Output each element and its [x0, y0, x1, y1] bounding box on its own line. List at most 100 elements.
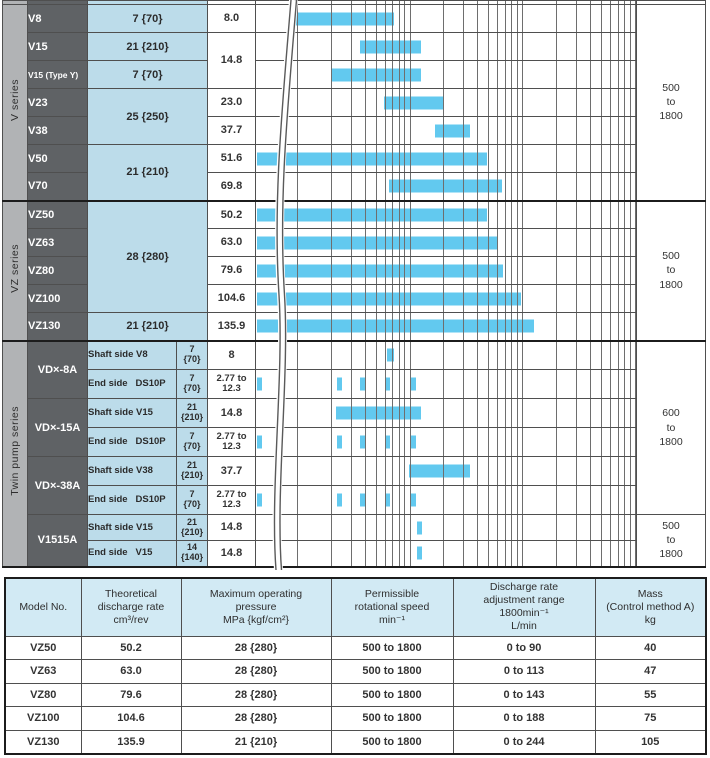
gridline: [296, 342, 298, 369]
gridline: [404, 457, 406, 485]
gridline: [601, 370, 603, 398]
gridline: [330, 1, 332, 4]
gridline: [443, 229, 445, 256]
gridline: [375, 541, 377, 566]
gridline: [576, 257, 578, 284]
gridline: [398, 486, 400, 514]
value-cell: 135.9: [207, 312, 256, 341]
gridline: [384, 117, 386, 144]
gridline: [629, 370, 631, 398]
gridline: [504, 117, 506, 144]
gridline: [364, 61, 366, 88]
gridline: [384, 515, 386, 540]
gridline: [590, 61, 592, 88]
gridline: [556, 399, 558, 427]
gridline: [404, 33, 406, 60]
gridline: [330, 202, 332, 228]
speed-cell: 500 to 1800: [636, 199, 706, 341]
gridline: [477, 342, 479, 369]
table-row: End side V15 14 {140} 14.8: [3, 540, 706, 567]
gridline: [635, 5, 636, 32]
gridline: [384, 257, 386, 284]
gridline: [617, 486, 619, 514]
gridline: [590, 33, 592, 60]
gridline: [384, 313, 386, 340]
gridline: [517, 399, 519, 427]
gridline: [392, 370, 394, 398]
gridline: [350, 145, 352, 172]
gridline: [624, 33, 626, 60]
range-bar: [383, 96, 444, 109]
gridline: [392, 5, 394, 32]
gridline: [517, 5, 519, 32]
gridline: [635, 202, 636, 228]
gridline: [443, 399, 445, 427]
gridline: [522, 428, 524, 456]
gridline: [364, 428, 366, 456]
gridline: [576, 486, 578, 514]
gridline: [624, 313, 626, 340]
gridline: [330, 285, 332, 312]
gridline: [488, 33, 490, 60]
gridline: [330, 5, 332, 32]
gridline: [463, 173, 465, 200]
gridline: [488, 202, 490, 228]
gridline: [576, 5, 578, 32]
gridline: [522, 202, 524, 228]
gridline: [504, 370, 506, 398]
table-row: VZ80 79.6: [3, 256, 706, 285]
chart-cell: [255, 312, 637, 341]
pressure-cell: 7 {70}: [176, 339, 208, 370]
gridline: [590, 229, 592, 256]
gridline: [364, 541, 366, 566]
gridline: [330, 370, 332, 398]
chart-cell: [255, 514, 637, 541]
gridline: [488, 1, 490, 4]
gridline: [398, 342, 400, 369]
value-cell: 79.6: [207, 256, 256, 285]
gridline: [443, 342, 445, 369]
gridline: [601, 428, 603, 456]
range-bar: [359, 435, 366, 449]
range-bar: [336, 493, 343, 507]
gridline: [477, 173, 479, 200]
gridline: [384, 342, 386, 369]
gridline: [624, 457, 626, 485]
gridline: [497, 117, 499, 144]
table-row: VZ100 104.6: [3, 284, 706, 313]
range-bar: [256, 152, 488, 165]
gridline: [556, 370, 558, 398]
gridline: [624, 89, 626, 116]
series-cell-v: V series: [2, 4, 28, 201]
pressure-cell: 7 {70}: [176, 427, 208, 457]
gridline: [497, 515, 499, 540]
chart-cell: [255, 540, 637, 567]
gridline: [404, 5, 406, 32]
gridline: [392, 229, 394, 256]
gridline: [477, 285, 479, 312]
chart-cell: [255, 284, 637, 313]
gridline: [601, 285, 603, 312]
gridline: [617, 342, 619, 369]
gridline: [522, 33, 524, 60]
gridline: [375, 5, 377, 32]
gridline: [398, 313, 400, 340]
gridline: [364, 515, 366, 540]
gridline: [556, 33, 558, 60]
range-bar: [408, 464, 470, 478]
gridline: [384, 61, 386, 88]
chart-cell: [255, 485, 637, 515]
gridline: [497, 61, 499, 88]
gridline: [409, 257, 411, 284]
gridline: [497, 457, 499, 485]
gridline: [384, 541, 386, 566]
gridline: [350, 342, 352, 369]
gridline: [477, 33, 479, 60]
gridline: [364, 257, 366, 284]
pressure-cell: 21 {210}: [176, 398, 208, 428]
gridline: [517, 229, 519, 256]
chart-cell: [255, 4, 637, 33]
gridline: [375, 515, 377, 540]
gridline: [556, 173, 558, 200]
gridline: [398, 173, 400, 200]
